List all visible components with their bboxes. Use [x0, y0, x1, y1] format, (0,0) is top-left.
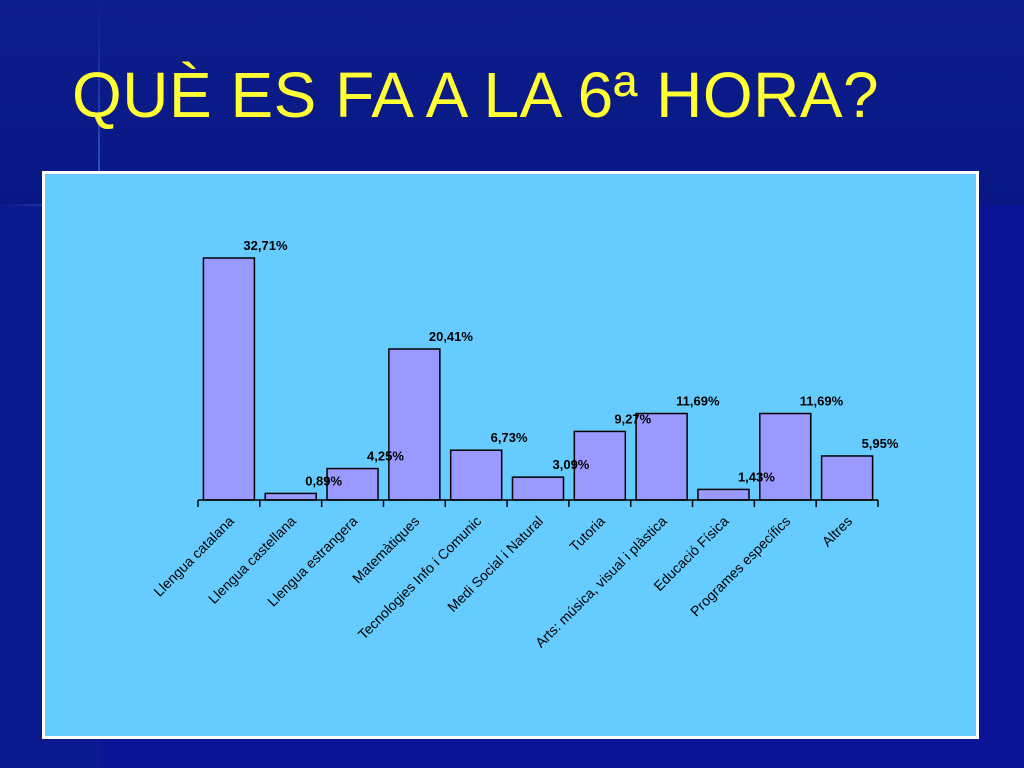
- data-label: 32,71%: [243, 238, 288, 253]
- data-label: 1,43%: [738, 469, 775, 484]
- bar: [388, 348, 441, 501]
- category-label: Tecnologies Info i Comunic: [355, 513, 485, 643]
- data-label: 9,27%: [614, 411, 651, 426]
- category-label: Arts: música, visual i plàstica: [532, 513, 670, 651]
- slide-header-background: [0, 0, 1024, 205]
- data-label: 11,69%: [800, 394, 844, 409]
- category-label: Tutoria: [566, 513, 608, 555]
- bars-layer: [202, 257, 874, 501]
- bar: [264, 492, 317, 501]
- slide-title: QUÈ ES FA A LA 6ª HORA?: [72, 59, 880, 131]
- data-label: 4,25%: [367, 449, 404, 464]
- data-label: 20,41%: [429, 329, 474, 344]
- data-label: 11,69%: [676, 394, 720, 409]
- bar: [511, 476, 565, 501]
- data-label: 5,95%: [862, 436, 899, 451]
- data-label: 0,89%: [305, 473, 342, 488]
- category-label: Programes específics: [687, 513, 793, 619]
- axis-layer: [197, 499, 879, 507]
- bar: [449, 449, 503, 501]
- bar: [820, 455, 874, 501]
- bar: [635, 412, 688, 501]
- chart-panel: 32,71% Llengua catalana 0,89% Llengua caste…: [42, 171, 979, 739]
- data-label: 6,73%: [491, 430, 528, 445]
- bar: [202, 257, 256, 501]
- decorative-vertical-line: [98, 0, 100, 205]
- bar: [759, 412, 812, 501]
- category-label: Altres: [819, 513, 856, 550]
- data-label: 3,09%: [553, 457, 590, 472]
- bar: [697, 488, 750, 501]
